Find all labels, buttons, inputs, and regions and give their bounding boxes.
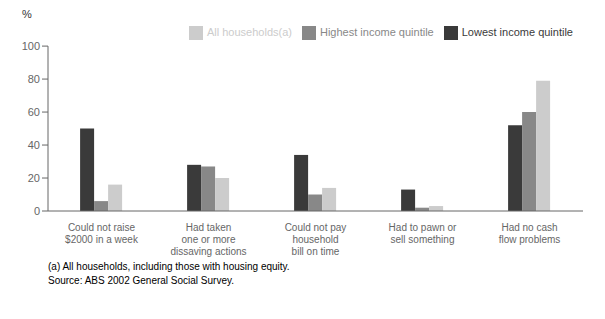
html-text:Source: ABS 2002 General Socia: Source: ABS 2002 General Social Survey. bbox=[48, 275, 234, 286]
html-text:Lowest income quintile: Lowest income quintile bbox=[461, 26, 573, 38]
svg-text:Had takenone or moredissaving: Had takenone or moredissaving actions bbox=[170, 222, 246, 257]
svg-text:Could not raise$2000 in a week: Could not raise$2000 in a week bbox=[65, 222, 139, 245]
svg-text:Had to pawn orsell something: Had to pawn orsell something bbox=[389, 222, 457, 245]
html-text:All households(a): All households(a) bbox=[207, 26, 292, 38]
html-text:Highest income quintile: Highest income quintile bbox=[320, 26, 434, 38]
svg-text:100: 100 bbox=[22, 40, 40, 52]
svg-text:0: 0 bbox=[34, 205, 40, 217]
html-text:(a) All households, including: (a) All households, including those with… bbox=[48, 261, 290, 272]
svg-text:40: 40 bbox=[28, 139, 40, 151]
svg-text:Could not payhouseholdbill on: Could not payhouseholdbill on time bbox=[285, 222, 347, 257]
svg-text:60: 60 bbox=[28, 106, 40, 118]
svg-text:80: 80 bbox=[28, 73, 40, 85]
svg-text:20: 20 bbox=[28, 172, 40, 184]
svg-text:Had no cashflow problems: Had no cashflow problems bbox=[499, 222, 561, 245]
